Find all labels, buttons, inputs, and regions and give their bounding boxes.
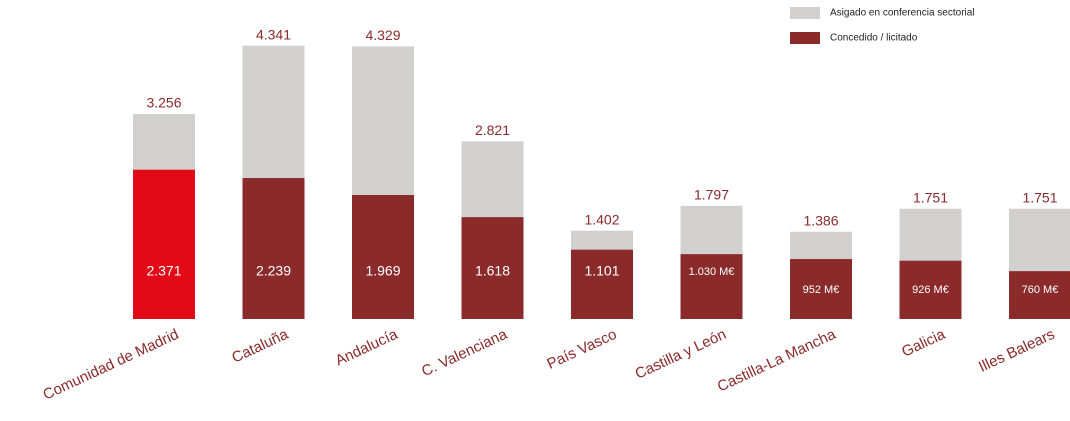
x-tick-label: País Vasco — [544, 326, 619, 373]
granted-bar — [352, 195, 414, 319]
granted-label: 1.969 — [365, 263, 400, 279]
granted-label: 760 M€ — [1022, 284, 1059, 296]
granted-label: 2.371 — [146, 263, 181, 279]
total-label: 4.341 — [256, 26, 291, 42]
legend-swatch — [790, 7, 820, 19]
x-tick-label: Castilla y León — [633, 326, 729, 383]
granted-bar — [899, 260, 962, 319]
granted-label: 1.618 — [475, 263, 510, 279]
x-tick-label: Castilla-La Mancha — [715, 326, 839, 396]
granted-label: 926 M€ — [912, 284, 949, 296]
x-tick-label: Illes Balears — [976, 326, 1057, 376]
total-label: 1.797 — [694, 187, 729, 203]
total-label: 3.256 — [146, 95, 181, 111]
granted-bar — [461, 217, 524, 319]
granted-bar — [1009, 271, 1070, 319]
granted-label: 2.239 — [256, 263, 291, 279]
total-label: 1.402 — [584, 211, 619, 227]
granted-bar — [680, 254, 743, 319]
x-tick-label: C. Valenciana — [419, 326, 510, 381]
legend-swatch — [790, 32, 820, 44]
granted-bar — [133, 169, 195, 319]
granted-label: 952 M€ — [803, 284, 840, 296]
x-tick-label: Comunidad de Madrid — [40, 326, 181, 404]
total-label: 1.751 — [1022, 189, 1057, 205]
legend-label: Asigado en conferencia sectorial — [830, 8, 975, 19]
total-label: 2.821 — [475, 122, 510, 138]
total-label: 1.386 — [803, 212, 838, 228]
x-tick-label: Cataluña — [229, 326, 291, 367]
granted-label: 1.101 — [584, 263, 619, 279]
granted-label: 1.030 M€ — [689, 266, 735, 278]
granted-bar — [790, 259, 852, 319]
x-tick-label: Galicia — [899, 326, 948, 361]
granted-bar — [242, 178, 305, 319]
total-label: 4.329 — [365, 27, 400, 43]
legend-label: Concedido / licitado — [830, 33, 918, 44]
x-tick-label: Andalucía — [333, 326, 401, 370]
total-label: 1.751 — [913, 189, 948, 205]
granted-bar — [571, 249, 633, 319]
